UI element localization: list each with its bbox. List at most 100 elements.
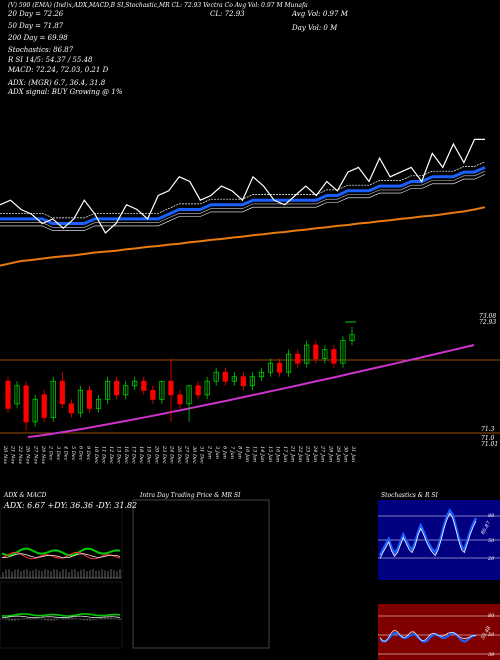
date-label: 23 Dec — [161, 445, 167, 464]
header-top-line: (V) 590 (EMA) (Ind)x,ADX,MACD,B SI,Stoch… — [8, 2, 308, 9]
adx-panel-values: ADX: 6.67 +DY: 36.36 -DY: 31.82 — [4, 501, 138, 510]
candle-body — [14, 385, 20, 405]
candle-body — [41, 394, 47, 418]
candle-body — [186, 385, 192, 405]
candle-body — [276, 362, 283, 373]
date-label: 12 Dec — [108, 446, 114, 464]
candle-body — [222, 371, 228, 382]
rsi-level-50: 50 — [488, 632, 495, 638]
date-label: 26 Nov — [25, 445, 31, 464]
candle-body — [204, 380, 210, 396]
price-axis-bottom-1: 71.3 — [481, 426, 495, 433]
stoch-d-line — [379, 512, 477, 559]
price-axis-top-1: 73.08 — [479, 313, 497, 320]
date-label: 13 Dec — [115, 446, 121, 464]
candle-body — [322, 349, 328, 360]
rsi-line — [379, 631, 477, 644]
date-label: 31 Jan — [350, 446, 356, 462]
date-label: 3 Jan — [214, 446, 220, 459]
date-label: 28 Jan — [327, 445, 333, 462]
candle-body — [23, 385, 29, 423]
candle-body — [159, 380, 165, 400]
date-label: 22 Jan — [297, 445, 303, 462]
date-label: 23 Jan — [305, 445, 311, 462]
date-label: 27 Dec — [184, 445, 190, 464]
candle-body — [258, 371, 265, 378]
adx-label: ADX: (MGR) 6.7, 36.4, 31.8 — [8, 79, 106, 87]
price-line — [0, 138, 485, 234]
candle-body — [286, 353, 292, 373]
price-axis-bottom-3: 71.01 — [481, 441, 499, 448]
date-label: 26 Dec — [176, 445, 182, 464]
candle-body — [195, 385, 201, 396]
avg-volume-label: Avg Vol: 0.97 M — [292, 10, 348, 18]
date-label: 20 Nov — [2, 445, 8, 464]
adx-signal-label: ADX signal: BUY Growing @ 1% — [8, 88, 123, 96]
ema20-label: 20 Day = 72.26 — [8, 10, 64, 18]
candle-body — [231, 376, 237, 382]
candle-body — [267, 362, 274, 373]
date-label: 14 Jan — [259, 446, 265, 462]
rsi-level-30: 30 — [488, 652, 495, 658]
candle-body — [50, 380, 56, 418]
candle-body — [349, 334, 355, 341]
adx-line — [2, 553, 121, 559]
adx-panel-title: ADX & MACD — [4, 492, 47, 499]
ema20-line — [0, 161, 486, 219]
candle-body — [86, 389, 93, 409]
stochastics-label: Stochastics: 86.87 — [8, 46, 74, 54]
rsi-signal-line — [379, 629, 477, 642]
date-label: 29 Jan — [335, 445, 341, 462]
stoch-level-50: 50 — [488, 538, 495, 544]
candle-body — [249, 376, 256, 387]
candle-body — [32, 398, 38, 423]
date-label: 19 Dec — [146, 446, 152, 464]
date-label: 10 Dec — [93, 446, 99, 464]
close-price-label: CL: 72.93 — [210, 10, 245, 18]
price-axis-top-2: 72.93 — [479, 319, 497, 326]
ema200-line — [0, 206, 486, 267]
ema50-line — [0, 166, 486, 225]
date-label: 21 Jan — [289, 445, 295, 462]
date-label: 27 Jan — [320, 445, 326, 462]
date-label: 20 Dec — [153, 445, 159, 464]
date-label: 9 Dec — [85, 446, 91, 461]
date-label: 24 Dec — [168, 445, 174, 464]
stoch-level-80: 80 — [488, 513, 495, 519]
date-label: 13 Jan — [252, 446, 258, 462]
date-label: 7 Jan — [229, 446, 235, 459]
price-axis-bottom-2: 71.0 — [481, 435, 495, 442]
date-label: 31 Dec — [199, 446, 205, 464]
candle-body — [132, 380, 138, 387]
date-label: 15 Jan — [267, 446, 273, 462]
date-label: 16 Jan — [274, 446, 280, 462]
macd-line — [1, 613, 121, 617]
stochastics-panel-title: Stochastics & R SI — [381, 492, 438, 499]
candle-body — [177, 394, 183, 405]
candle-body — [77, 389, 84, 414]
day-volume-label: Day Vol: 0 M — [292, 24, 338, 32]
date-label: 29 Nov — [40, 445, 46, 464]
candle-body — [304, 344, 310, 364]
date-label: 16 Dec — [123, 446, 129, 464]
candle-body — [240, 376, 246, 387]
date-label: 17 Dec — [131, 446, 137, 464]
candle-body — [5, 380, 11, 409]
macd-signal-line — [1, 615, 121, 618]
date-label: 11 Dec — [100, 446, 106, 464]
candle-body — [141, 380, 147, 391]
intraday-panel — [132, 499, 270, 649]
date-label: 17 Jan — [282, 446, 288, 462]
date-label: 27 Nov — [32, 445, 38, 464]
candle-body — [168, 380, 174, 396]
ema100-line — [0, 174, 486, 231]
candle-body — [104, 380, 111, 400]
date-label: 4 Dec — [63, 445, 69, 461]
date-label: 10 Jan — [244, 446, 250, 462]
ema50-label: 50 Day = 71.87 — [8, 22, 64, 30]
date-label: 22 Nov — [17, 445, 23, 464]
candle-body — [68, 403, 74, 414]
adx-plus-di-line — [1, 547, 121, 557]
date-label: 2 Jan — [206, 445, 212, 459]
